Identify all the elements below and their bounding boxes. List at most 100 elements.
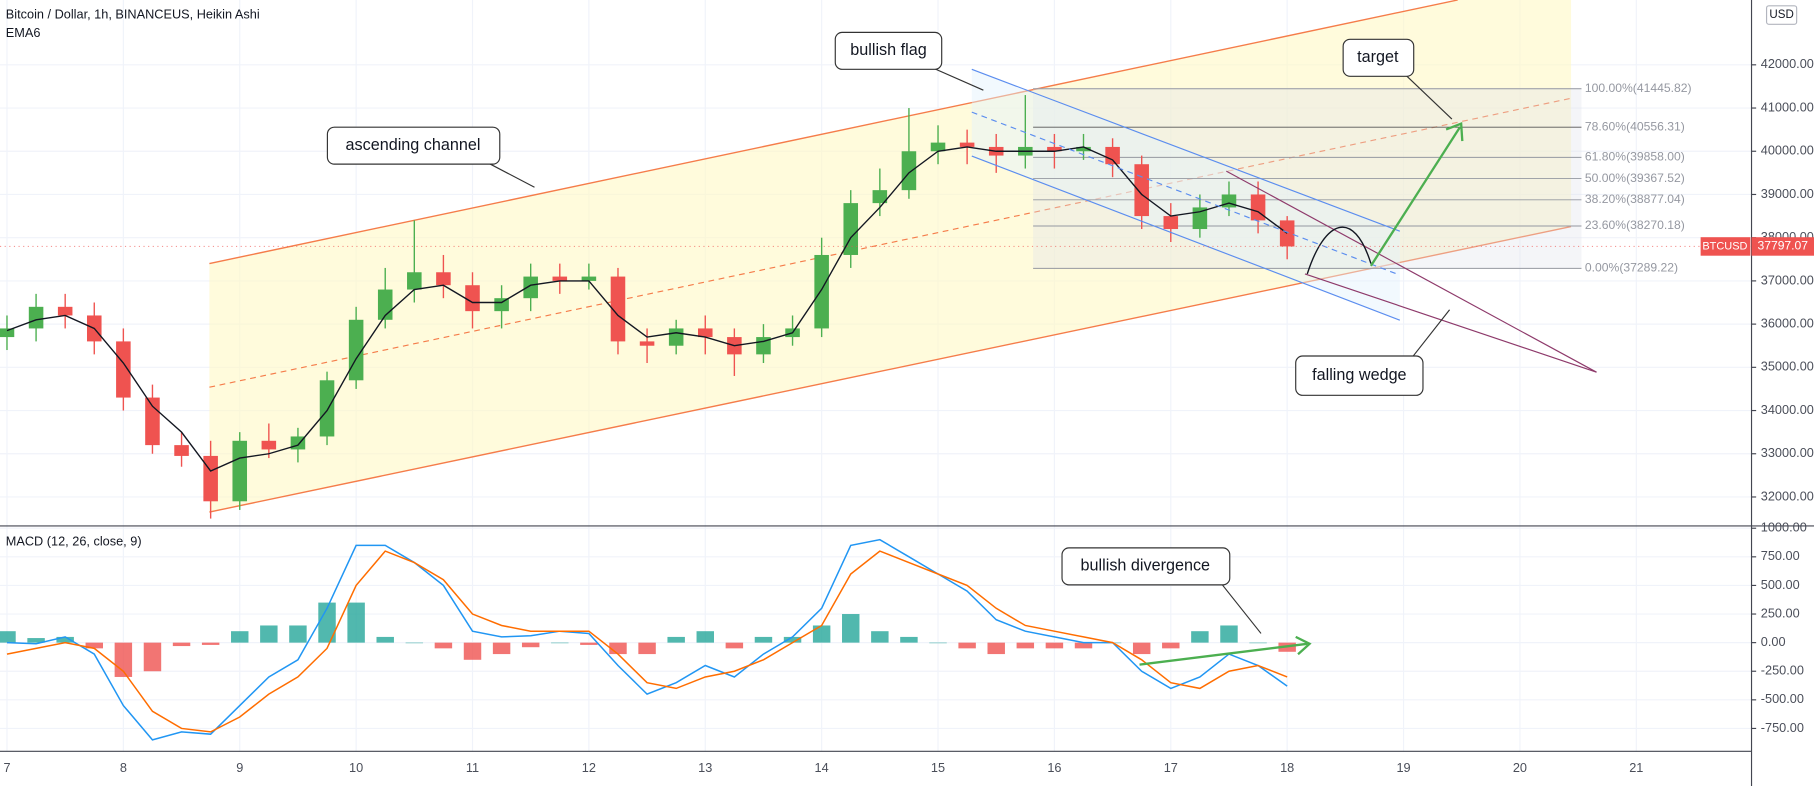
candle-body [1163, 216, 1179, 230]
histogram-bar [1220, 625, 1238, 643]
y-tick-label: 41000.00 [1761, 99, 1814, 114]
x-tick-label: 7 [3, 760, 10, 775]
x-tick-label: 8 [120, 760, 127, 775]
x-tick-label: 9 [236, 760, 243, 775]
histogram-bar [0, 631, 16, 643]
channel-fill [209, 0, 1572, 513]
candle-body [1047, 146, 1062, 152]
currency-box [1765, 5, 1798, 25]
candle-body [319, 380, 335, 437]
y-tick-label: -500.00 [1761, 691, 1804, 706]
flag-fill [971, 69, 1400, 321]
candle-body [1105, 146, 1120, 165]
candle-body [872, 190, 888, 204]
symbol-tag [1700, 237, 1751, 256]
histogram-bar [725, 642, 744, 649]
x-tick-label: 17 [1164, 760, 1178, 775]
y-tick-label: 34000.00 [1761, 402, 1814, 417]
fib-label: 50.00%(39367.52) [1585, 171, 1685, 185]
y-tick-label: -750.00 [1761, 720, 1804, 735]
histogram-bar [143, 642, 162, 672]
histogram-bar [434, 642, 453, 649]
annotation: bullish flag [850, 41, 926, 59]
callout: bullish divergence [1061, 547, 1262, 634]
annotation: ascending channel [346, 136, 481, 154]
channel-mid [209, 97, 1572, 388]
histogram-bar [754, 636, 773, 643]
candle-body [261, 440, 277, 450]
y-tick-label: 32000.00 [1761, 488, 1814, 503]
candle-body [494, 298, 509, 312]
histogram-bar [987, 642, 1005, 655]
histogram-bar [900, 636, 918, 643]
callout-pointer [485, 161, 535, 188]
histogram-bar [696, 631, 714, 643]
fib-label: 78.60%(40556.31) [1585, 119, 1685, 133]
histogram-bar [347, 602, 365, 643]
histogram-bar [929, 642, 947, 644]
candle-body [1134, 164, 1149, 217]
macd-line [6, 538, 1288, 741]
callout-pointer [1220, 582, 1262, 634]
projection-curve [1306, 226, 1372, 275]
candle-body [1076, 146, 1091, 152]
histogram-bar [638, 642, 656, 655]
x-tick-label: 12 [582, 760, 596, 775]
y-tick-label: 35000.00 [1761, 359, 1814, 374]
candle-body [668, 328, 684, 346]
candle-body [843, 203, 859, 255]
ema-line [6, 146, 1288, 472]
divergence-arrow [1139, 642, 1308, 666]
callout-box [1342, 38, 1415, 77]
flag-mid [971, 111, 1401, 276]
histogram-bar [1132, 642, 1151, 655]
candle-body [552, 276, 568, 281]
y-tick-label: 750.00 [1761, 548, 1800, 563]
channel-upper [209, 0, 1458, 265]
histogram-bar [580, 642, 598, 645]
fib-label: 100.00%(41445.82) [1585, 81, 1692, 95]
callout-pointer [1401, 71, 1453, 120]
histogram-bar [1162, 642, 1180, 649]
chart-title: Bitcoin / Dollar, 1h, BINANCEUS, Heikin … [6, 6, 260, 21]
callout-box [326, 126, 501, 165]
fib-label: 61.80%(39858.00) [1585, 150, 1685, 164]
callout-pointer [1410, 309, 1451, 359]
candle-body [0, 328, 15, 338]
y-tick-label: 37000.00 [1761, 272, 1814, 287]
callout: ascending channel [326, 126, 535, 188]
histogram-bar [1191, 631, 1209, 643]
candle-body [116, 341, 131, 398]
histogram-bar [958, 642, 976, 649]
fib-levels: 100.00%(41445.82) 78.60%(40556.31) 61.80%(… [1033, 81, 1691, 275]
histogram-bar [56, 636, 74, 643]
histogram-bar [85, 642, 103, 649]
currency: USD [1769, 9, 1793, 21]
histogram-bar [812, 625, 831, 643]
candle-body [581, 276, 597, 281]
histogram-bar [1074, 642, 1093, 649]
histogram-bar [667, 636, 685, 643]
candle-body [814, 254, 829, 329]
callout-box [1061, 547, 1231, 586]
candle-body [436, 272, 451, 286]
candle-body [465, 285, 480, 312]
flag-lower [971, 155, 1401, 321]
fib-label: 0.00%(37289.22) [1585, 261, 1678, 275]
candle-body [145, 397, 160, 446]
wedge-upper [1226, 170, 1597, 373]
histogram-bar [376, 636, 394, 643]
y-tick-label: 42000.00 [1761, 56, 1814, 71]
histogram-bar [521, 642, 540, 648]
y-tick-label: 1000.00 [1761, 520, 1807, 535]
candle-body [407, 272, 422, 290]
candle-body [697, 328, 713, 338]
x-tick-label: 13 [698, 760, 712, 775]
y-tick-label: -250.00 [1761, 663, 1804, 678]
x-tick-label: 19 [1396, 760, 1410, 775]
y-tick-label: 500.00 [1761, 577, 1800, 592]
candle-body [959, 142, 975, 147]
histogram-bar [842, 614, 860, 643]
y-tick-label: 40000.00 [1761, 143, 1814, 158]
x-tick-label: 18 [1280, 760, 1294, 775]
